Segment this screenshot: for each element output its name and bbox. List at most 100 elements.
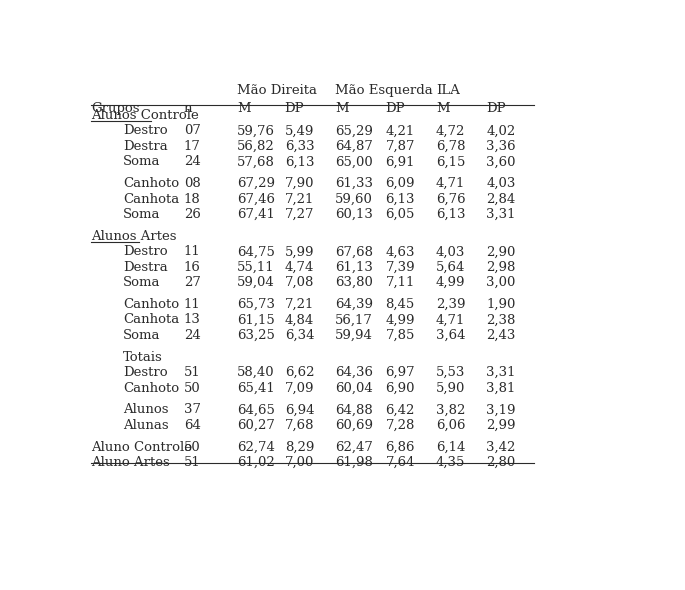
Text: Soma: Soma [123,208,160,221]
Text: DP: DP [386,102,406,115]
Text: Mão Esquerda: Mão Esquerda [335,84,433,97]
Text: 6,62: 6,62 [285,366,314,379]
Text: 7,08: 7,08 [285,276,314,289]
Text: 6,33: 6,33 [285,140,314,153]
Text: 3,00: 3,00 [486,276,516,289]
Text: Aluno Artes: Aluno Artes [91,456,170,469]
Text: 7,11: 7,11 [386,276,415,289]
Text: 64,87: 64,87 [335,140,373,153]
Text: 67,68: 67,68 [335,245,373,258]
Text: 51: 51 [184,366,201,379]
Text: 3,60: 3,60 [486,155,516,168]
Text: M: M [436,102,449,115]
Text: 7,27: 7,27 [285,208,314,221]
Text: Alunos Controle: Alunos Controle [91,109,199,122]
Text: 7,85: 7,85 [386,329,415,342]
Text: 18: 18 [184,192,201,205]
Text: 11: 11 [184,245,201,258]
Text: 24: 24 [184,329,201,342]
Text: 8,29: 8,29 [285,441,314,454]
Text: 64,39: 64,39 [335,298,373,311]
Text: 3,19: 3,19 [486,404,516,417]
Text: 4,84: 4,84 [285,313,314,326]
Text: 64: 64 [184,419,201,432]
Text: 59,04: 59,04 [237,276,275,289]
Text: 60,69: 60,69 [335,419,373,432]
Text: Alunas: Alunas [123,419,169,432]
Text: Mão Direita: Mão Direita [237,84,317,97]
Text: 59,94: 59,94 [335,329,373,342]
Text: 4,63: 4,63 [386,245,415,258]
Text: Totais: Totais [123,350,162,363]
Text: 6,13: 6,13 [386,192,415,205]
Text: 6,91: 6,91 [386,155,415,168]
Text: 3,31: 3,31 [486,366,516,379]
Text: Aluno Controle: Aluno Controle [91,441,192,454]
Text: 65,41: 65,41 [237,382,275,395]
Text: 6,78: 6,78 [436,140,466,153]
Text: 3,81: 3,81 [486,382,516,395]
Text: 61,15: 61,15 [237,313,275,326]
Text: 24: 24 [184,155,201,168]
Text: Destro: Destro [123,124,167,137]
Text: 6,42: 6,42 [386,404,415,417]
Text: 61,98: 61,98 [335,456,373,469]
Text: Destro: Destro [123,366,167,379]
Text: 2,39: 2,39 [436,298,466,311]
Text: 1,90: 1,90 [486,298,516,311]
Text: 56,17: 56,17 [335,313,373,326]
Text: ILA: ILA [436,84,460,97]
Text: Alunos Artes: Alunos Artes [91,230,177,243]
Text: 55,11: 55,11 [237,261,275,274]
Text: Soma: Soma [123,155,160,168]
Text: 07: 07 [184,124,201,137]
Text: 61,13: 61,13 [335,261,373,274]
Text: Destro: Destro [123,245,167,258]
Text: 61,02: 61,02 [237,456,275,469]
Text: 4,71: 4,71 [436,313,465,326]
Text: 5,64: 5,64 [436,261,465,274]
Text: 67,29: 67,29 [237,177,275,190]
Text: 7,87: 7,87 [386,140,415,153]
Text: 6,06: 6,06 [436,419,466,432]
Text: 2,99: 2,99 [486,419,516,432]
Text: Destra: Destra [123,140,168,153]
Text: 67,46: 67,46 [237,192,275,205]
Text: 63,80: 63,80 [335,276,373,289]
Text: 67,41: 67,41 [237,208,275,221]
Text: 3,64: 3,64 [436,329,466,342]
Text: 7,21: 7,21 [285,298,314,311]
Text: 4,99: 4,99 [386,313,415,326]
Text: 7,64: 7,64 [386,456,415,469]
Text: DP: DP [486,102,506,115]
Text: 8,45: 8,45 [386,298,415,311]
Text: 6,76: 6,76 [436,192,466,205]
Text: 60,04: 60,04 [335,382,373,395]
Text: 26: 26 [184,208,201,221]
Text: 7,90: 7,90 [285,177,314,190]
Text: 7,68: 7,68 [285,419,314,432]
Text: Canhoto: Canhoto [123,177,179,190]
Text: 62,74: 62,74 [237,441,275,454]
Text: 2,38: 2,38 [486,313,516,326]
Text: 3,36: 3,36 [486,140,516,153]
Text: 59,76: 59,76 [237,124,275,137]
Text: 7,09: 7,09 [285,382,314,395]
Text: 6,13: 6,13 [436,208,466,221]
Text: 6,34: 6,34 [285,329,314,342]
Text: 4,35: 4,35 [436,456,465,469]
Text: M: M [237,102,251,115]
Text: 7,21: 7,21 [285,192,314,205]
Text: 58,40: 58,40 [237,366,275,379]
Text: 37: 37 [184,404,201,417]
Text: 59,60: 59,60 [335,192,373,205]
Text: 6,09: 6,09 [386,177,415,190]
Text: 6,15: 6,15 [436,155,465,168]
Text: 6,13: 6,13 [285,155,314,168]
Text: 4,02: 4,02 [486,124,516,137]
Text: 3,82: 3,82 [436,404,465,417]
Text: 2,90: 2,90 [486,245,516,258]
Text: 27: 27 [184,276,201,289]
Text: 50: 50 [184,382,201,395]
Text: 60,13: 60,13 [335,208,373,221]
